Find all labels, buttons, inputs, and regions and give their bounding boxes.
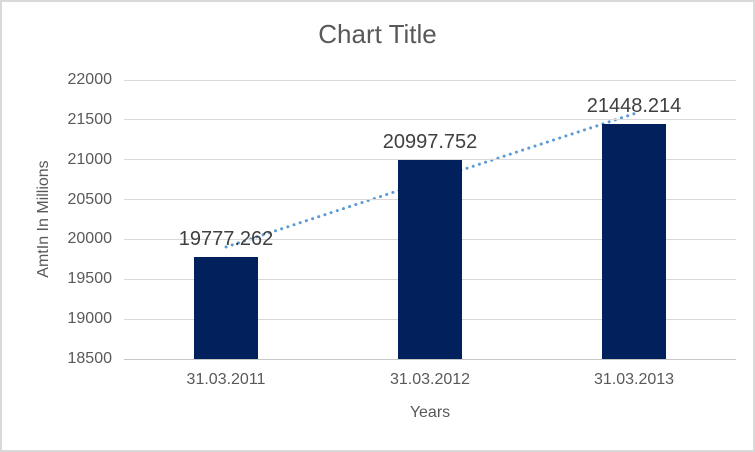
y-gridline (124, 119, 736, 121)
y-gridline (124, 79, 736, 81)
y-tick-label: 21500 (67, 110, 113, 128)
data-label: 20997.752 (382, 130, 478, 153)
x-axis-line (124, 358, 736, 360)
x-category-label: 31.03.2013 (593, 371, 675, 388)
y-gridline (124, 159, 736, 161)
y-tick-label: 22000 (67, 71, 113, 88)
bar-31.03.2011 (194, 257, 258, 359)
y-tick-label: 21000 (67, 150, 113, 168)
y-tick-label: 20500 (67, 190, 113, 208)
bar-31.03.2013 (602, 123, 666, 359)
y-tick-label: 20000 (67, 230, 113, 248)
x-category-label: 31.03.2011 (186, 371, 266, 388)
y-tick-label: 18500 (67, 350, 113, 367)
data-label: 19777.262 (178, 228, 274, 251)
x-axis-title: Years (409, 404, 451, 421)
chart-title: Chart Title (318, 19, 437, 49)
x-category-label: 31.03.2012 (389, 371, 471, 388)
data-label: 21448.214 (586, 94, 682, 117)
bar-31.03.2012 (398, 159, 462, 359)
y-axis-title: AmtIn In Millions (35, 160, 52, 278)
y-tick-label: 19000 (67, 310, 113, 328)
y-tick-label: 19500 (67, 270, 113, 288)
